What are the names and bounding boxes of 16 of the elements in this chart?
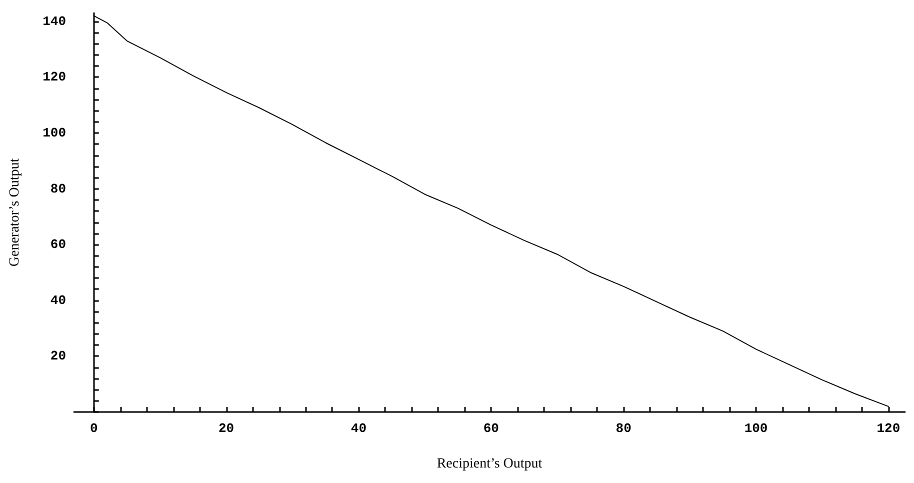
y-tick-label: 80 xyxy=(50,181,66,196)
y-tick-label: 140 xyxy=(42,14,66,29)
x-tick-label: 120 xyxy=(876,421,900,436)
x-tick-label: 100 xyxy=(744,421,768,436)
x-tick-label: 40 xyxy=(350,421,367,436)
y-tick-label: 60 xyxy=(50,237,66,252)
y-tick-label: 100 xyxy=(42,125,66,140)
y-tick-label: 40 xyxy=(50,292,66,308)
x-tick-label: 60 xyxy=(483,421,500,436)
x-tick-label: 80 xyxy=(616,421,632,436)
y-tick-label: 120 xyxy=(42,70,66,85)
y-axis-title: Generator’s Output xyxy=(8,158,22,267)
y-tick-label: 20 xyxy=(50,348,66,364)
x-tick-label: 20 xyxy=(218,421,234,436)
x-axis-title: Recipient’s Output xyxy=(436,456,542,472)
x-tick-label: 0 xyxy=(90,421,98,436)
